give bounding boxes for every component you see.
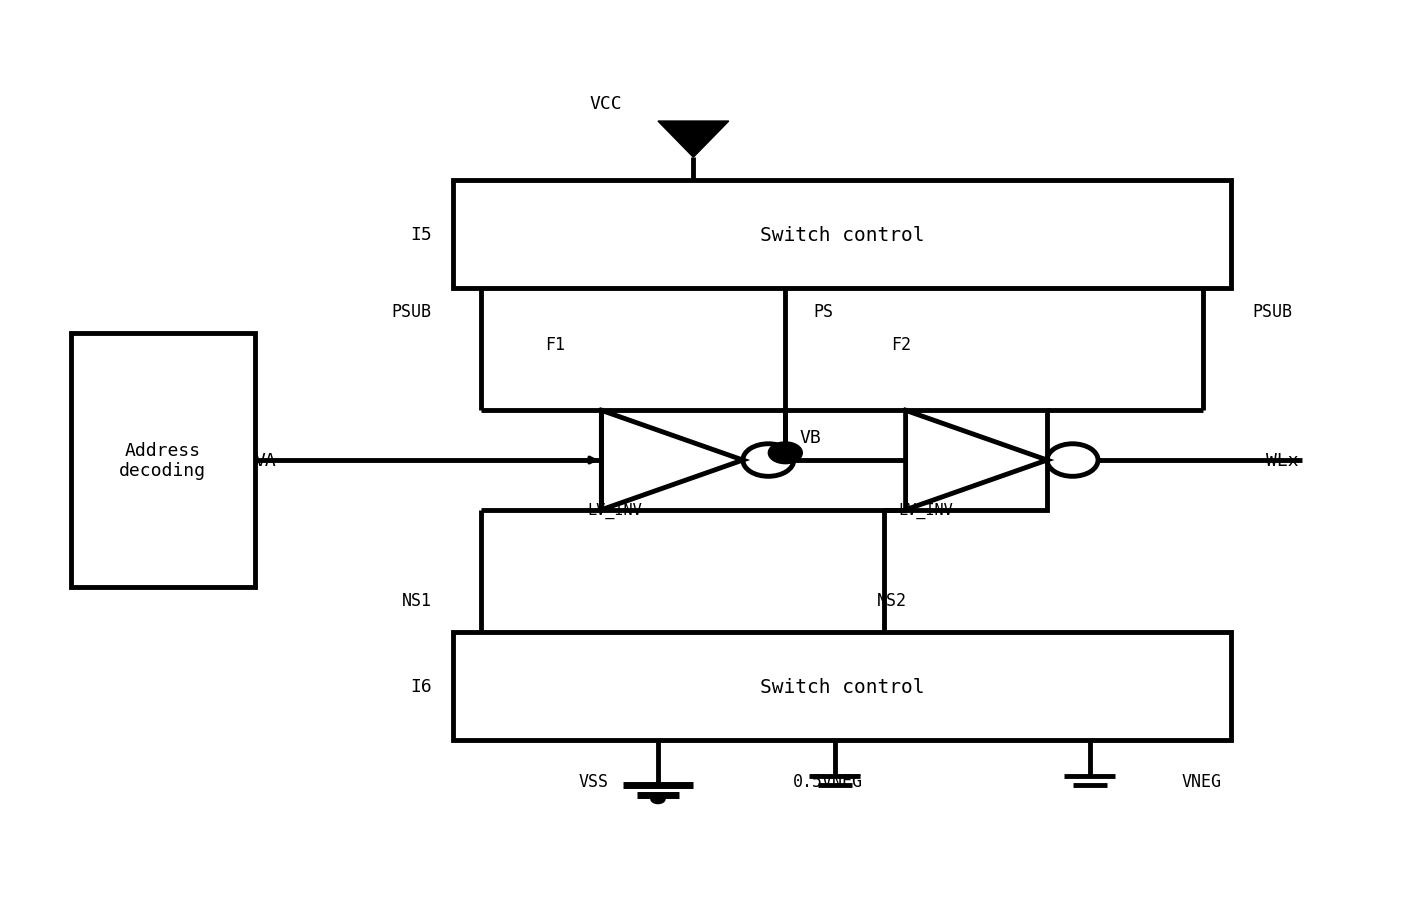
Text: VNEG: VNEG (1182, 772, 1221, 790)
Text: VCC: VCC (590, 95, 623, 113)
Circle shape (768, 442, 802, 464)
Text: NS2: NS2 (877, 591, 907, 610)
Text: I5: I5 (410, 226, 432, 244)
Bar (601, 411, 1047, 510)
Text: LV_INV: LV_INV (587, 502, 642, 518)
Text: Switch control: Switch control (760, 225, 924, 245)
Text: NS1: NS1 (402, 591, 432, 610)
Text: Address
decoding: Address decoding (119, 442, 207, 479)
Text: PS: PS (814, 303, 833, 321)
Text: 0.5VNEG: 0.5VNEG (792, 772, 862, 790)
Bar (71, 334, 255, 587)
Text: Switch control: Switch control (760, 676, 924, 696)
Text: VSS: VSS (579, 772, 608, 790)
Bar (453, 632, 1231, 740)
Polygon shape (658, 122, 729, 158)
Circle shape (651, 795, 665, 804)
Text: LV_INV: LV_INV (899, 502, 954, 518)
Text: VA: VA (255, 452, 276, 470)
Text: VB: VB (799, 429, 821, 447)
Text: PSUB: PSUB (392, 303, 432, 321)
Bar (453, 181, 1231, 289)
Text: I6: I6 (410, 677, 432, 695)
Text: F2: F2 (891, 336, 911, 354)
Text: PSUB: PSUB (1252, 303, 1292, 321)
Text: WLx: WLx (1266, 452, 1299, 470)
Text: F1: F1 (545, 336, 565, 354)
